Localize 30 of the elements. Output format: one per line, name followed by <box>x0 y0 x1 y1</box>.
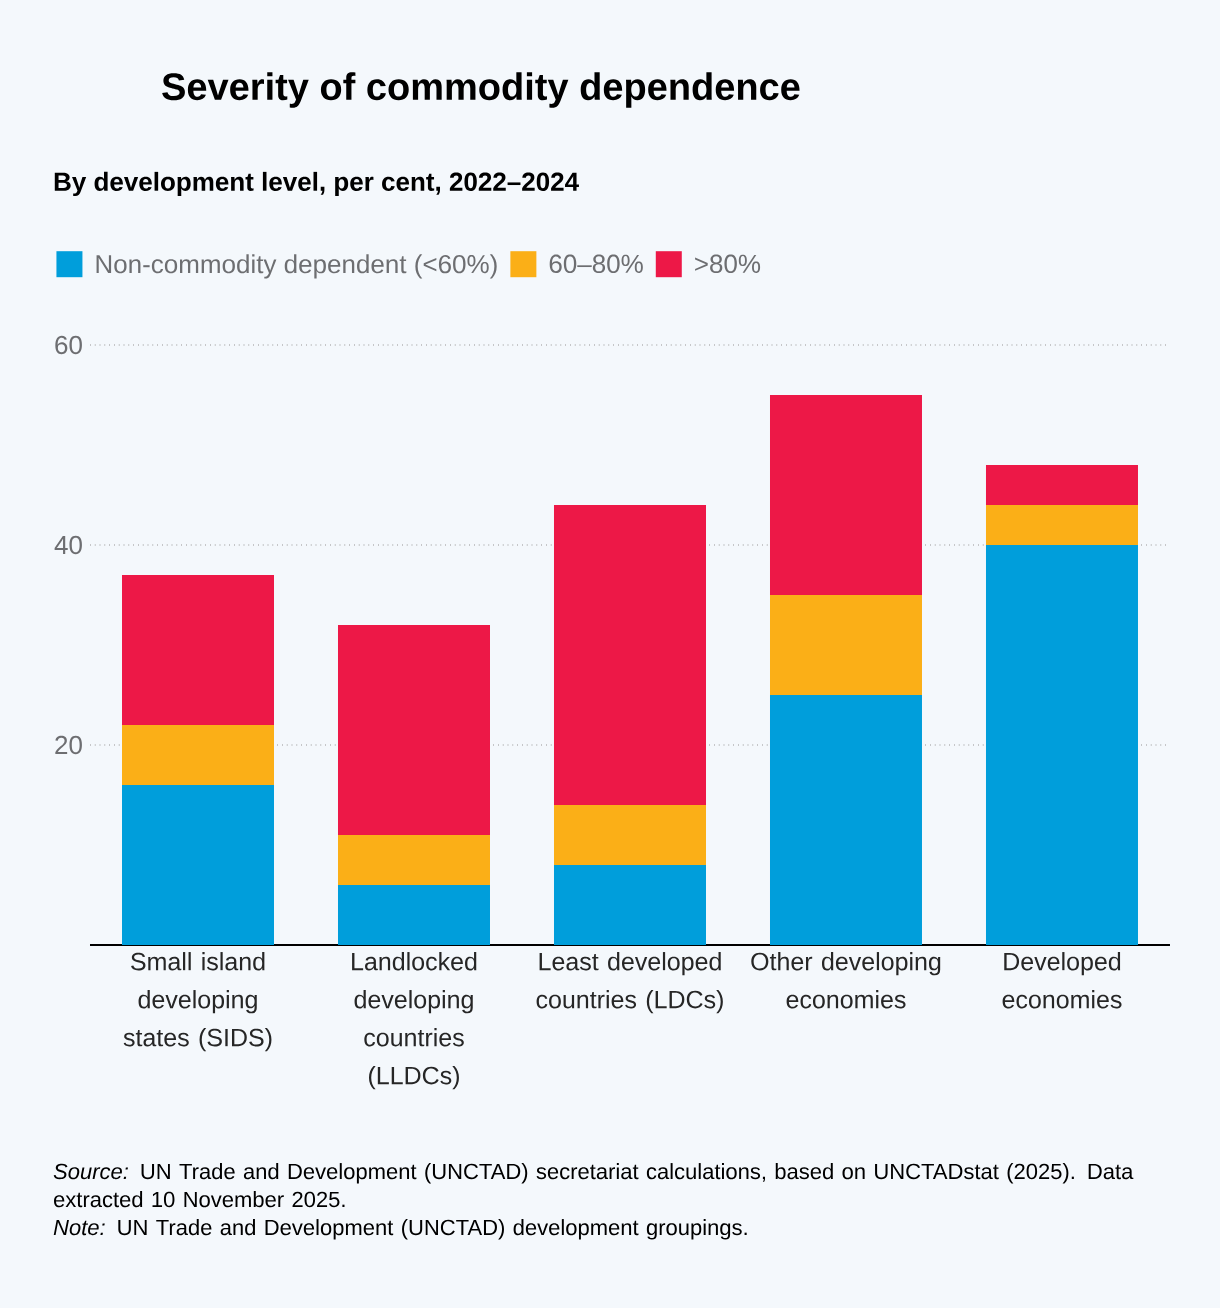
y-tick-label: 60 <box>55 335 82 355</box>
legend-label: 60–80% <box>549 254 643 274</box>
bar <box>122 575 274 725</box>
legend-label: >80% <box>695 254 761 274</box>
x-tick-label: Other developing economies <box>751 952 941 1009</box>
x-tick-label: Landlocked developing countries (LLDCs) <box>352 952 477 1090</box>
bar <box>337 625 490 835</box>
text: Source: UN Trade and Development (UNCTAD) secretariat calculations, based on UNCTADstat (2025). Data extracted 10 November 2025. <box>53 1163 1134 1208</box>
x-tick-label: Developed economies <box>1002 952 1122 1009</box>
bar <box>769 695 922 945</box>
bar <box>769 594 922 695</box>
legend-label: Non-commodity dependent (<60%) <box>96 254 497 279</box>
bar <box>985 464 1138 505</box>
bar <box>553 865 706 945</box>
x-tick-label: Least developed countries (LDCs) <box>536 952 723 1014</box>
bar <box>553 504 706 805</box>
y-tick-label: 40 <box>54 535 82 555</box>
y-tick-label: 20 <box>55 735 82 755</box>
bar <box>122 785 274 945</box>
chart-title: Severity of commodity dependence <box>162 72 800 108</box>
text: Note: UN Trade and Development (UNCTAD) development groupings. <box>53 1219 747 1240</box>
bar <box>553 804 706 865</box>
chart-subtitle: By development level, per cent, 2022–2024 <box>54 171 579 197</box>
bar <box>122 724 274 785</box>
x-tick-label: Small island developing states (SIDS) <box>123 952 272 1052</box>
bar <box>985 544 1138 945</box>
bar <box>769 395 922 595</box>
bar <box>985 504 1138 545</box>
bar <box>337 835 490 885</box>
bar <box>337 885 490 945</box>
